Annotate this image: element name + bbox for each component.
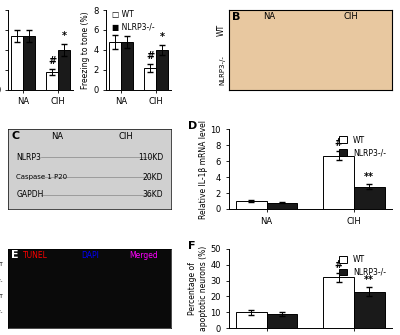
Y-axis label: Relative IL-1β mRNA level: Relative IL-1β mRNA level [199,120,208,219]
Text: GAPDH: GAPDH [16,190,44,199]
Text: B: B [232,12,240,22]
Text: NLRP3-/-: NLRP3-/- [0,310,3,315]
Bar [11,36,23,89]
Text: #: # [48,56,56,66]
Bar [58,50,70,89]
Text: CIH: CIH [118,132,133,141]
Bar [354,187,384,209]
Text: ■ NLRP3-/-: ■ NLRP3-/- [112,23,155,32]
Text: 36KD: 36KD [143,190,163,199]
Text: NA: NA [51,132,63,141]
Text: 110KD: 110KD [138,153,163,162]
Bar [23,36,36,89]
Text: WT: WT [216,24,225,36]
Bar [121,42,134,89]
Text: **: ** [364,275,374,284]
Bar [236,312,267,328]
Bar [236,201,267,209]
Text: CIH: CIH [344,12,358,21]
Bar [324,156,354,209]
Text: 20KD: 20KD [143,173,163,182]
Legend: WT, NLRP3-/-: WT, NLRP3-/- [337,253,388,279]
Bar [267,314,297,328]
Text: C: C [11,131,19,141]
Bar [354,292,384,328]
Text: DAPI: DAPI [81,251,99,260]
Text: NLRP3: NLRP3 [16,153,41,162]
Text: #: # [146,51,154,61]
Bar [324,277,354,328]
Text: E: E [11,250,19,260]
Text: WT: WT [0,294,3,299]
Text: F: F [188,241,195,251]
Text: TUNEL: TUNEL [23,251,48,260]
Text: *: * [160,32,165,43]
Text: WT: WT [0,262,3,267]
Text: *: * [62,31,67,42]
Text: #: # [335,260,343,270]
Bar [109,42,121,89]
Legend: WT, NLRP3-/-: WT, NLRP3-/- [337,133,388,159]
Bar [156,50,168,89]
Text: **: ** [364,172,374,182]
Text: NLRP3-/-: NLRP3-/- [219,55,225,85]
Bar [144,68,156,89]
Text: Caspase 1 P20: Caspase 1 P20 [16,174,67,180]
Y-axis label: Percentage of
apoptotic neurons (%): Percentage of apoptotic neurons (%) [188,246,208,331]
Text: □ WT: □ WT [112,10,134,19]
Y-axis label: Freezing to tone (%): Freezing to tone (%) [81,11,90,89]
Bar [46,72,58,89]
Text: D: D [188,121,197,131]
Text: Merged: Merged [129,251,158,260]
Text: #: # [335,138,343,148]
Bar [267,203,297,209]
Text: NLRP3-/-: NLRP3-/- [0,278,3,283]
Text: NA: NA [263,12,276,21]
